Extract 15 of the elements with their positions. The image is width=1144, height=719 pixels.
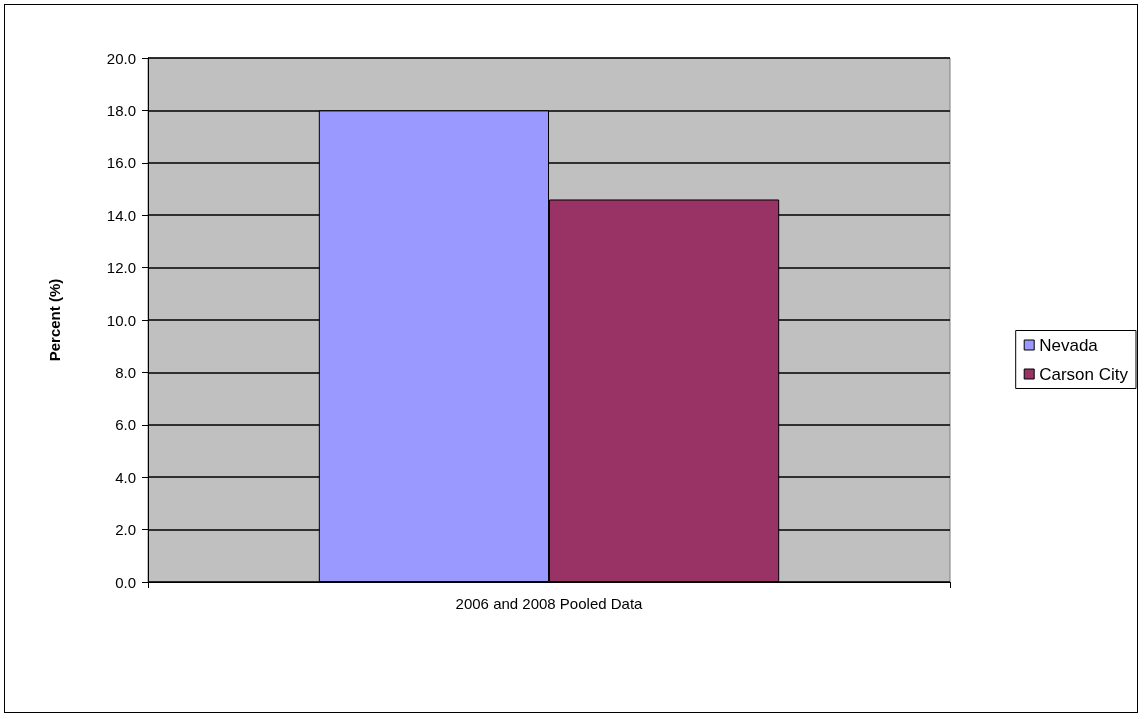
y-axis-title: Percent (%) (46, 278, 63, 362)
y-tick-label: 18.0 (106, 101, 136, 119)
legend-label: Carson City (1039, 364, 1129, 384)
y-tick-label: 2.0 (115, 521, 136, 539)
y-tick-label: 14.0 (106, 206, 136, 224)
y-tick-label: 16.0 (106, 154, 136, 172)
y-tick-label: 6.0 (115, 416, 136, 434)
legend-label: Nevada (1039, 335, 1099, 355)
y-tick-label: 20.0 (106, 49, 136, 67)
y-tick-label: 0.0 (115, 573, 136, 591)
x-tick-label: 2006 and 2008 Pooled Data (455, 595, 644, 612)
y-tick-label: 10.0 (106, 311, 136, 329)
y-tick-label: 4.0 (115, 468, 136, 486)
y-tick-label: 12.0 (106, 259, 136, 277)
y-tick-label: 8.0 (115, 363, 136, 381)
